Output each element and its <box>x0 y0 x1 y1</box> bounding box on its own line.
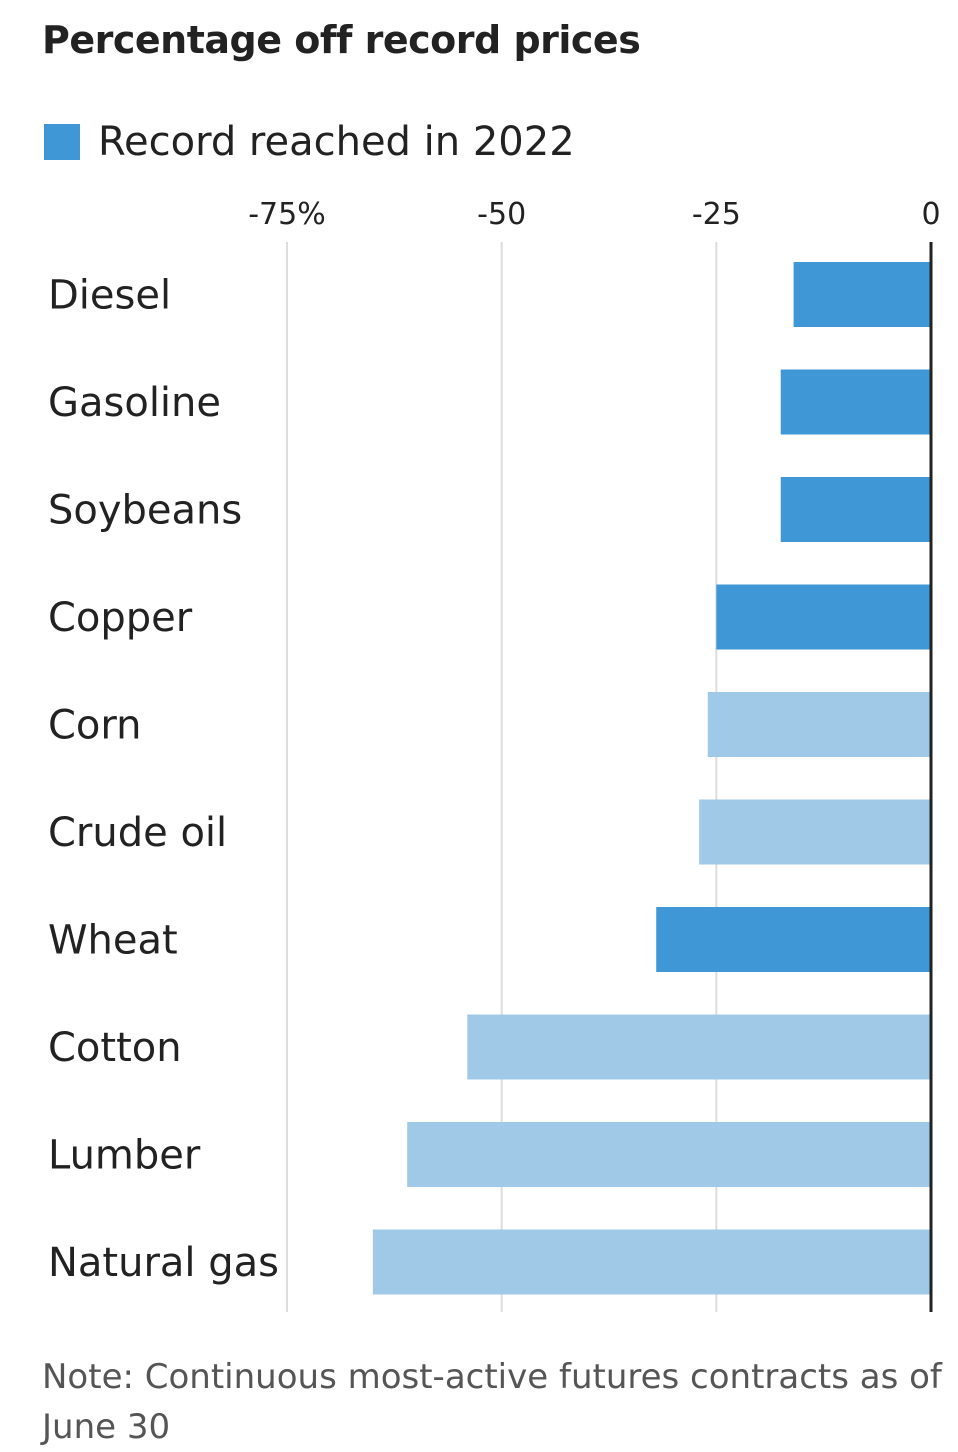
bar <box>780 369 931 435</box>
bar <box>793 262 931 327</box>
bar <box>372 1229 931 1295</box>
bars <box>372 262 931 1295</box>
legend-label: Record reached in 2022 <box>98 119 575 165</box>
chart-note: Note: Continuous most-active futures con… <box>42 1357 942 1447</box>
bar-chart: -75% -50 -25 0 Diesel Gasoline Soybeans Copper… <box>48 197 941 1312</box>
bar <box>707 692 931 757</box>
category-label: Cotton <box>48 1025 182 1071</box>
bar <box>656 907 931 972</box>
chart-title: Percentage off record prices <box>42 18 641 62</box>
bar <box>780 477 931 542</box>
bar <box>467 1014 931 1080</box>
x-tick-label: -25 <box>692 197 741 232</box>
bar <box>699 799 931 865</box>
x-axis-ticks: -75% -50 -25 0 <box>248 197 940 232</box>
category-label: Natural gas <box>48 1240 279 1286</box>
legend-swatch <box>44 124 80 160</box>
category-label: Lumber <box>48 1133 201 1179</box>
category-label: Gasoline <box>48 380 221 426</box>
category-label: Wheat <box>48 918 178 964</box>
category-label: Crude oil <box>48 810 227 856</box>
category-label: Diesel <box>48 273 171 319</box>
category-labels: Diesel Gasoline Soybeans Copper Corn Crude oi… <box>48 273 279 1287</box>
category-label: Soybeans <box>48 488 242 534</box>
x-tick-label: -50 <box>477 197 526 232</box>
x-tick-label: -75% <box>248 197 326 232</box>
legend: Record reached in 2022 <box>44 116 575 168</box>
x-tick-label: 0 <box>921 197 940 232</box>
category-label: Copper <box>48 595 193 641</box>
bar <box>407 1122 931 1187</box>
bar <box>716 584 931 650</box>
category-label: Corn <box>48 703 142 749</box>
